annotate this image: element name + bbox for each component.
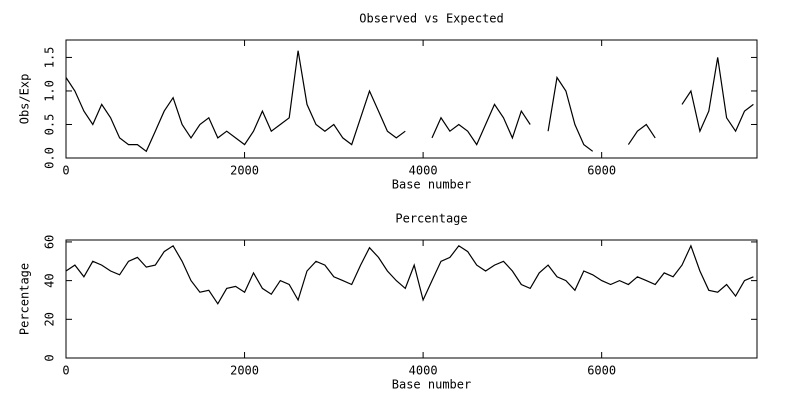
data-line (65, 244, 754, 305)
x-tick-label: 6000 (587, 164, 616, 178)
y-axis-label: Obs/Exp (18, 74, 32, 125)
x-axis-label: Base number (392, 378, 471, 392)
plot-frame (65, 239, 758, 359)
x-tick-label: 0 (62, 164, 69, 178)
data-line (65, 50, 754, 153)
y-tick-label: 1.5 (43, 47, 57, 69)
chart-title: Observed vs Expected (359, 12, 504, 26)
y-tick-label: 0.5 (43, 114, 57, 136)
y-axis-label: Percentage (18, 263, 32, 335)
y-tick-label: 60 (43, 235, 57, 249)
x-tick-label: 2000 (230, 364, 259, 378)
x-tick-label: 2000 (230, 164, 259, 178)
y-tick-label: 40 (43, 273, 57, 287)
x-axis-label: Base number (392, 178, 471, 192)
x-tick-label: 4000 (409, 364, 438, 378)
x-tick-label: 0 (62, 364, 69, 378)
y-tick-label: 0 (43, 354, 57, 361)
x-tick-label: 6000 (587, 364, 616, 378)
chart-title: Percentage (395, 212, 467, 226)
y-tick-label: 0.0 (43, 147, 57, 169)
y-tick-label: 1.0 (43, 80, 57, 102)
plot-frame (65, 39, 758, 159)
y-tick-label: 20 (43, 312, 57, 326)
x-tick-label: 4000 (409, 164, 438, 178)
